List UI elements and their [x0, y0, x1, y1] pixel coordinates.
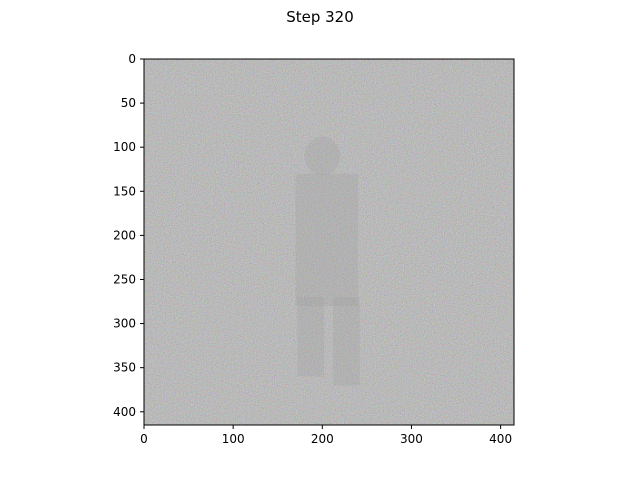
- y-tick-label: 400: [113, 405, 136, 419]
- figure-shape: [297, 297, 325, 377]
- axes-frame: [143, 58, 515, 426]
- y-tick-label: 200: [113, 228, 136, 242]
- x-tick-label: 300: [400, 432, 423, 446]
- x-tick-label: 200: [311, 432, 334, 446]
- image-figure-silhouette: [295, 136, 360, 386]
- y-axis: 0 50 100 150 200 250 300 350 400: [113, 52, 144, 419]
- image-noise-texture: [144, 59, 514, 425]
- x-tick-label: 0: [140, 432, 148, 446]
- x-axis: 0 100 200 300 400: [140, 425, 512, 446]
- plot-area: [143, 58, 515, 426]
- x-tick-label: 400: [489, 432, 512, 446]
- figure-shape: [304, 136, 341, 176]
- y-tick-label: 50: [121, 96, 136, 110]
- y-tick-label: 250: [113, 272, 136, 286]
- chart-title: Step 320: [286, 8, 354, 26]
- y-tick-label: 150: [113, 184, 136, 198]
- figure-shape: [333, 297, 360, 386]
- y-tick-label: 350: [113, 361, 136, 375]
- y-tick-label: 300: [113, 317, 136, 331]
- y-tick-label: 0: [128, 52, 136, 66]
- x-tick-label: 100: [222, 432, 245, 446]
- figure-shape: [295, 173, 358, 306]
- y-tick-label: 100: [113, 140, 136, 154]
